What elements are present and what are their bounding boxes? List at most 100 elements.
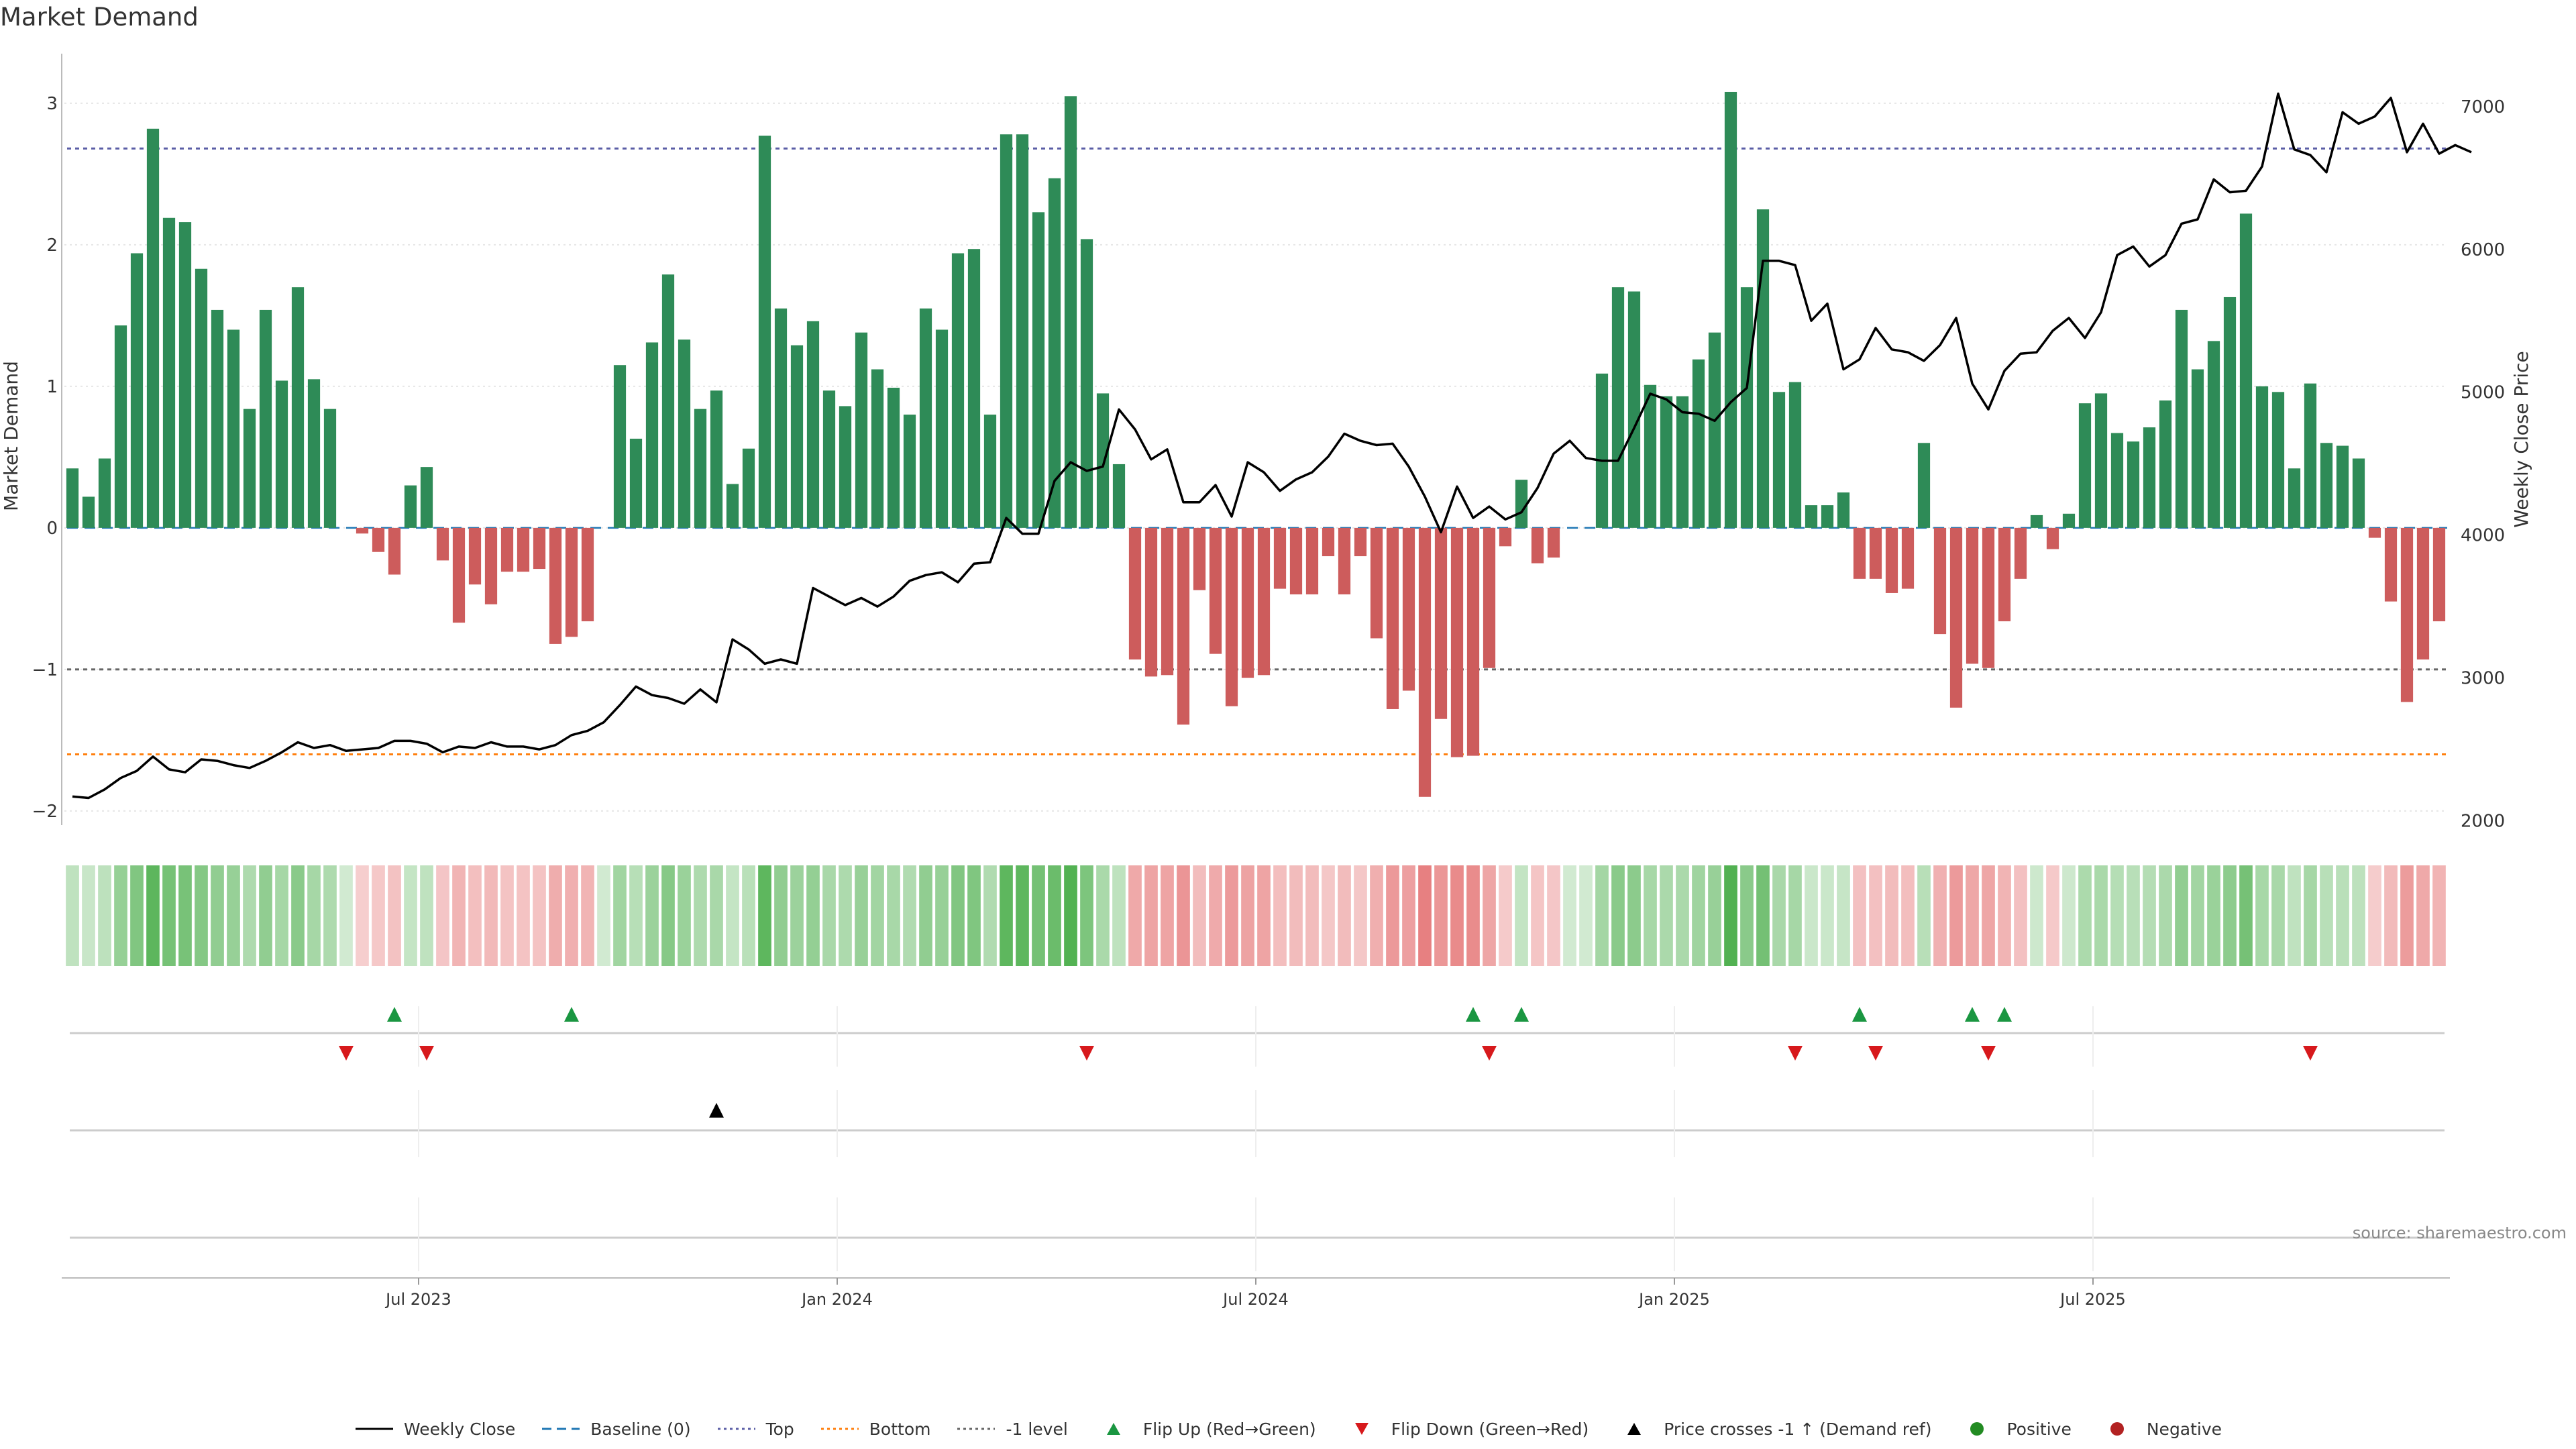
demand-bar — [2384, 527, 2398, 602]
demand-bar — [1933, 527, 1947, 635]
y-tick-label: −1 — [32, 660, 58, 680]
strip-cell — [1627, 865, 1641, 966]
strip-cell — [1869, 865, 1882, 966]
demand-bar — [951, 253, 965, 528]
strip-cell — [1724, 865, 1737, 966]
demand-bar — [1434, 527, 1448, 719]
strip-cell — [1515, 865, 1528, 966]
strip-cell — [2400, 865, 2414, 966]
demand-bar — [1499, 527, 1512, 547]
demand-bar — [629, 438, 643, 528]
strip-cell — [1837, 865, 1850, 966]
demand-bar — [1982, 527, 1995, 668]
legend-symbol-triangle-up — [1106, 1423, 1120, 1435]
demand-bar — [2207, 341, 2220, 528]
strip-cell — [1499, 865, 1512, 966]
strip-cell — [323, 865, 337, 966]
demand-bar — [1756, 209, 1770, 528]
strip-cell — [1112, 865, 1126, 966]
demand-bar — [1627, 291, 1641, 528]
strip-cell — [1901, 865, 1915, 966]
strip-cell — [1080, 865, 1093, 966]
strip-cell — [1949, 865, 1963, 966]
strip-cell — [307, 865, 321, 966]
strip-cell — [1354, 865, 1367, 966]
strip-cell — [114, 865, 127, 966]
demand-bar — [356, 527, 369, 534]
demand-bar — [1048, 178, 1061, 528]
demand-bar — [661, 274, 675, 528]
price-cross-marker — [709, 1103, 724, 1118]
strip-cell — [356, 865, 369, 966]
flip-up-marker — [1852, 1007, 1867, 1022]
demand-bar — [2062, 513, 2076, 528]
demand-bar — [2400, 527, 2414, 702]
strip-cell — [1418, 865, 1432, 966]
demand-bar — [1322, 527, 1335, 557]
demand-bar — [1466, 527, 1480, 756]
strip-cell — [243, 865, 256, 966]
demand-bar — [2304, 383, 2317, 528]
strip-cell — [1676, 865, 1689, 966]
flip-down-marker — [339, 1046, 354, 1061]
y-tick-label: 3 — [46, 94, 58, 114]
demand-bar — [1193, 527, 1206, 590]
strip-cell — [1016, 865, 1029, 966]
demand-bar — [2191, 369, 2204, 528]
y2-tick-label: 6000 — [2461, 240, 2505, 260]
demand-bar — [1112, 464, 1126, 528]
strip-cell — [1402, 865, 1415, 966]
demand-bar — [130, 253, 144, 528]
flip-up-marker — [1997, 1007, 2012, 1022]
strip-cell — [919, 865, 932, 966]
weekly-close-line — [72, 92, 2472, 800]
strip-cell — [565, 865, 578, 966]
demand-bar — [1708, 332, 1721, 528]
strip-cell — [1483, 865, 1496, 966]
demand-bar — [887, 387, 900, 528]
demand-bar — [2078, 403, 2092, 528]
demand-bar — [774, 308, 788, 528]
demand-bar — [1821, 505, 1834, 528]
demand-bar — [388, 527, 401, 575]
strip-cell — [339, 865, 353, 966]
strip-cell — [1821, 865, 1834, 966]
demand-bar — [581, 527, 594, 622]
demand-bar — [82, 496, 95, 528]
strip-cell — [1128, 865, 1142, 966]
strip-cell — [2432, 865, 2446, 966]
strip-cell — [517, 865, 530, 966]
x-tick-label: Jul 2024 — [1222, 1290, 1289, 1309]
legend-item-minus-one: -1 level — [956, 1419, 1068, 1439]
demand-bar — [790, 345, 804, 528]
strip-cell — [967, 865, 981, 966]
demand-bar — [404, 485, 417, 528]
demand-bar — [1805, 505, 1818, 528]
demand-bar — [162, 217, 176, 528]
legend-item-flip-down: Flip Down (Green→Red) — [1342, 1419, 1589, 1439]
strip-cell — [1289, 865, 1303, 966]
demand-bar — [2014, 527, 2027, 579]
flip-up-marker — [1466, 1007, 1481, 1022]
legend-symbol-triangle-up — [1627, 1423, 1642, 1435]
strip-cell — [1788, 865, 1802, 966]
legend-item-bottom: Bottom — [820, 1419, 930, 1439]
demand-bar — [2030, 515, 2043, 528]
demand-bar — [2416, 527, 2430, 660]
strip-cell — [1257, 865, 1271, 966]
strip-cell — [726, 865, 739, 966]
demand-bar — [758, 136, 771, 528]
demand-bar — [1450, 527, 1464, 757]
strip-cell — [1933, 865, 1947, 966]
demand-bar — [1016, 134, 1029, 528]
strip-cell — [661, 865, 675, 966]
legend-item-baseline: Baseline (0) — [541, 1419, 691, 1439]
flip-down-marker — [1981, 1046, 1996, 1061]
strip-cell — [420, 865, 433, 966]
strip-cell — [178, 865, 192, 966]
demand-bar — [2368, 527, 2381, 538]
strip-cell — [1917, 865, 1931, 966]
demand-bar — [146, 128, 160, 528]
strip-cell — [613, 865, 627, 966]
strip-cell — [581, 865, 594, 966]
